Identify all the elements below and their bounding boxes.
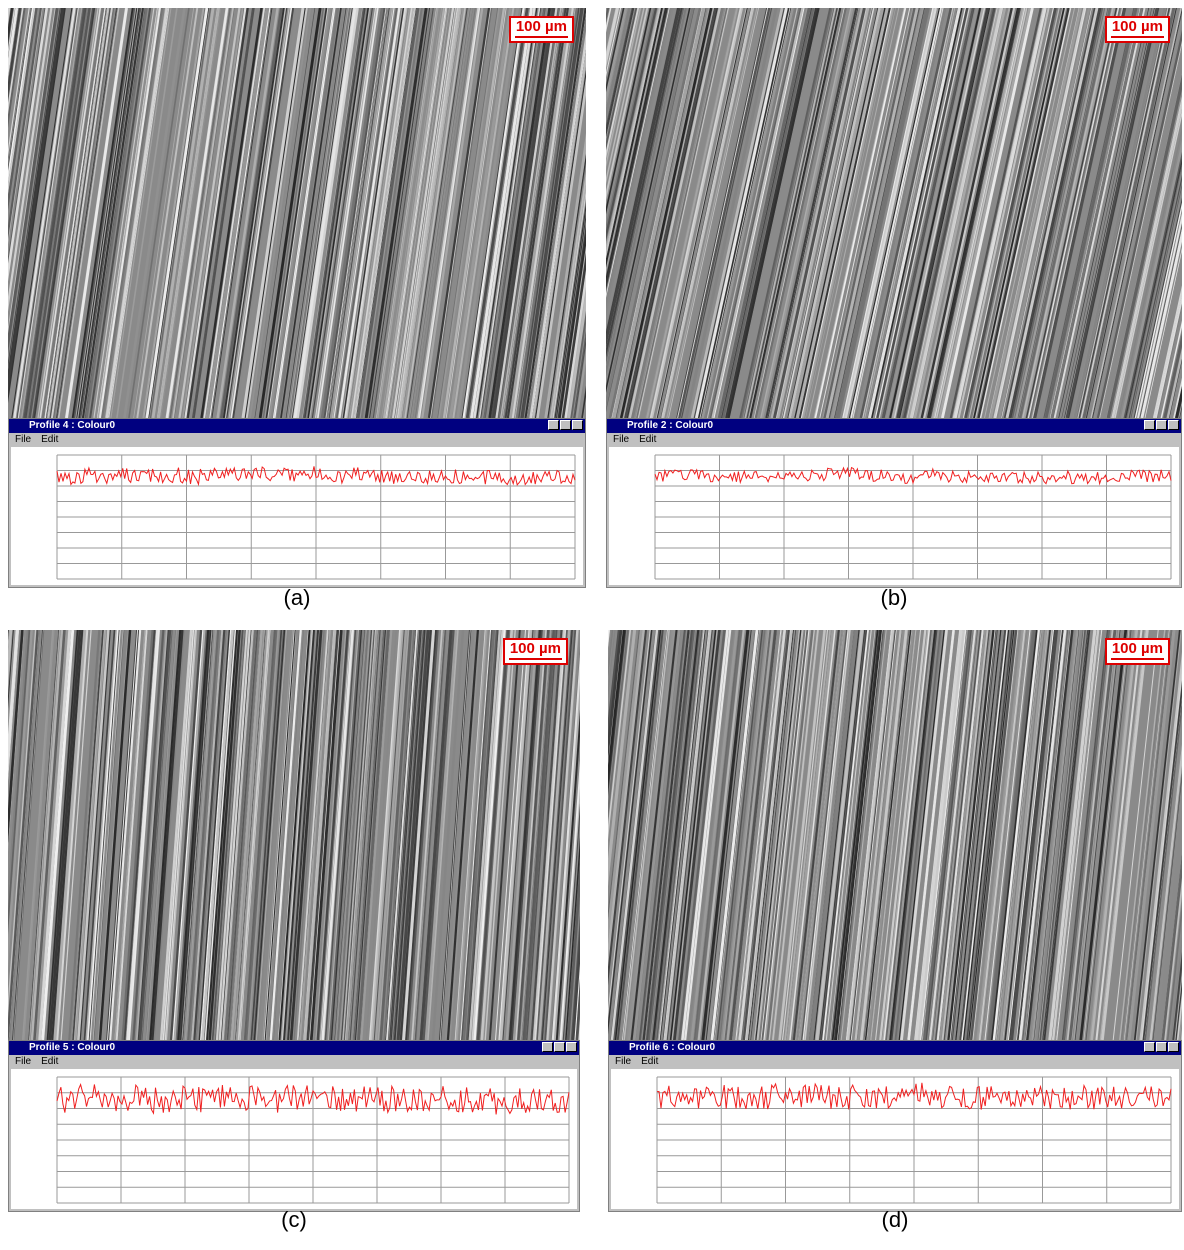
profile-plot	[611, 1069, 1179, 1209]
plot-area	[11, 1069, 577, 1209]
menu-item[interactable]: File	[615, 1055, 631, 1069]
maximize-button[interactable]	[554, 1042, 565, 1052]
micrograph-texture	[8, 8, 586, 418]
profile-window: Profile 6 : Colour0File Edit	[608, 1040, 1182, 1212]
profile-window: Profile 5 : Colour0File Edit	[8, 1040, 580, 1212]
menu-item[interactable]: Edit	[639, 433, 656, 447]
profile-window: Profile 2 : Colour0File Edit	[606, 418, 1182, 588]
micrograph: 100 µm	[608, 630, 1182, 1040]
panel-label: (b)	[606, 585, 1182, 611]
figure: (() => { const data = JSON.parse(documen…	[0, 0, 1184, 1250]
title-bar: Profile 4 : Colour0	[9, 419, 585, 433]
profile-window: Profile 4 : Colour0File Edit	[8, 418, 586, 588]
plot-area	[609, 447, 1179, 585]
menu-item[interactable]: File	[15, 1055, 31, 1069]
scratch	[1092, 630, 1137, 1040]
menu-item[interactable]: Edit	[41, 1055, 58, 1069]
panel: 100 µm Profile 6 : Colour0File Edit (d)	[608, 630, 1182, 1245]
window-buttons	[542, 1042, 577, 1052]
profile-plot	[11, 1069, 577, 1209]
menu-item[interactable]: Edit	[641, 1055, 658, 1069]
scratch	[134, 8, 194, 418]
micrograph-texture	[8, 630, 580, 1040]
micrograph-texture	[608, 630, 1182, 1040]
micrograph: 100 µm	[606, 8, 1182, 418]
scratch	[20, 8, 80, 418]
window-buttons	[548, 420, 583, 430]
scratch	[706, 8, 796, 418]
panel-label: (d)	[608, 1207, 1182, 1233]
micrograph-texture	[606, 8, 1182, 418]
scale-bar: 100 µm	[1105, 638, 1170, 665]
panel-label: (c)	[8, 1207, 580, 1233]
profile-plot	[609, 447, 1179, 585]
panel-label: (a)	[8, 585, 586, 611]
scale-bar: 100 µm	[503, 638, 568, 665]
close-button[interactable]	[572, 420, 583, 430]
maximize-button[interactable]	[1156, 1042, 1167, 1052]
menu-item[interactable]: Edit	[41, 433, 58, 447]
maximize-button[interactable]	[1156, 420, 1167, 430]
window-buttons	[1144, 1042, 1179, 1052]
plot-area	[611, 1069, 1179, 1209]
menu-bar: File Edit	[609, 1055, 1181, 1069]
panel: 100 µm Profile 2 : Colour0File Edit (b)	[606, 8, 1182, 623]
scratch	[229, 630, 259, 1040]
menu-bar: File Edit	[9, 433, 585, 447]
menu-bar: File Edit	[607, 433, 1181, 447]
scale-bar: 100 µm	[1105, 16, 1170, 43]
micrograph: 100 µm	[8, 8, 586, 418]
maximize-button[interactable]	[560, 420, 571, 430]
close-button[interactable]	[1168, 420, 1179, 430]
title-bar: Profile 5 : Colour0	[9, 1041, 579, 1055]
minimize-button[interactable]	[542, 1042, 553, 1052]
close-button[interactable]	[1168, 1042, 1179, 1052]
scratch	[707, 8, 797, 418]
menu-item[interactable]: File	[613, 433, 629, 447]
title-bar: Profile 2 : Colour0	[607, 419, 1181, 433]
micrograph: 100 µm	[8, 630, 580, 1040]
menu-bar: File Edit	[9, 1055, 579, 1069]
scale-bar: 100 µm	[509, 16, 574, 43]
menu-item[interactable]: File	[15, 433, 31, 447]
minimize-button[interactable]	[548, 420, 559, 430]
profile-plot	[11, 447, 583, 585]
close-button[interactable]	[566, 1042, 577, 1052]
scratch	[1024, 8, 1114, 418]
plot-area	[11, 447, 583, 585]
panel: 100 µm Profile 5 : Colour0File Edit (c)	[8, 630, 580, 1245]
minimize-button[interactable]	[1144, 420, 1155, 430]
window-buttons	[1144, 420, 1179, 430]
title-bar: Profile 6 : Colour0	[609, 1041, 1181, 1055]
minimize-button[interactable]	[1144, 1042, 1155, 1052]
panel: 100 µm Profile 4 : Colour0File Edit (a)	[8, 8, 586, 623]
